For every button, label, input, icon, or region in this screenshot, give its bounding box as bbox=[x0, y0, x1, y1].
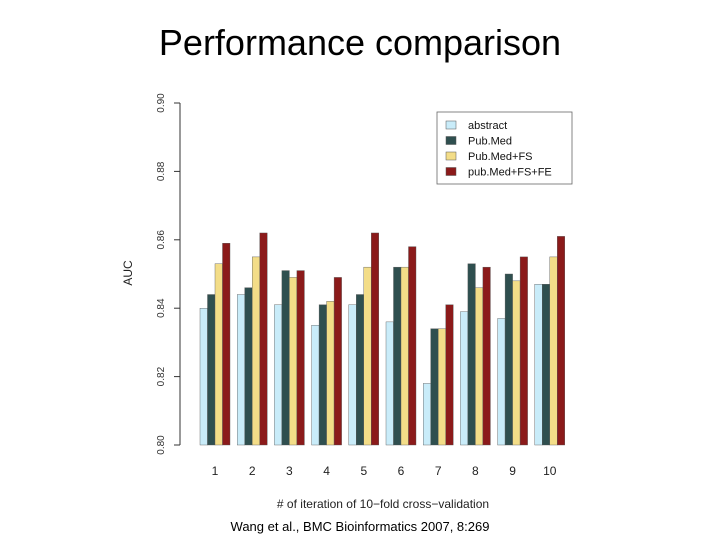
bar-pub-med-fs-5 bbox=[363, 266, 372, 446]
bar-pub-med-fs-fe-2 bbox=[259, 232, 268, 446]
bar-abstract-5 bbox=[348, 304, 357, 446]
bar-pub-med-9 bbox=[504, 273, 513, 446]
y-tick-label: 0.86 bbox=[156, 230, 167, 250]
x-axis-title: # of iteration of 10−fold cross−validati… bbox=[277, 497, 489, 511]
legend-swatch bbox=[445, 136, 457, 145]
bar-pub-med-fs-4 bbox=[326, 301, 335, 446]
bar-pub-med-fs-fe-5 bbox=[371, 232, 379, 446]
x-category-label: 2 bbox=[249, 464, 256, 478]
x-category-label: 5 bbox=[360, 464, 367, 478]
bar-pub-med-fs-fe-8 bbox=[482, 266, 491, 446]
bar-pub-med-7 bbox=[430, 328, 439, 446]
legend-swatch bbox=[445, 120, 457, 130]
bar-abstract-6 bbox=[385, 321, 394, 446]
bar-abstract-9 bbox=[497, 318, 506, 446]
y-tick-label: 0.90 bbox=[156, 93, 167, 113]
bar-pub-med-fs-9 bbox=[512, 280, 521, 446]
legend-label: Pub.Med bbox=[468, 136, 512, 148]
x-category-label: 3 bbox=[286, 464, 293, 478]
legend-label: pub.Med+FS+FE bbox=[468, 167, 552, 179]
bar-pub-med-fs-fe-6 bbox=[408, 246, 417, 446]
x-category-label: 10 bbox=[543, 464, 557, 478]
bar-pub-med-4 bbox=[318, 304, 327, 446]
legend-box bbox=[436, 111, 573, 185]
y-tick-label: 0.88 bbox=[156, 161, 167, 181]
bar-pub-med-fs-7 bbox=[438, 328, 446, 446]
slide-title: Performance comparison bbox=[158, 22, 562, 63]
bar-pub-med-fs-fe-4 bbox=[333, 277, 342, 446]
legend-label: Pub.Med+FS bbox=[468, 151, 533, 163]
x-category-label: 6 bbox=[398, 464, 405, 478]
bars bbox=[199, 232, 565, 446]
x-category-label: 8 bbox=[472, 464, 479, 478]
bar-abstract-1 bbox=[199, 308, 208, 446]
bar-pub-med-fs-10 bbox=[549, 256, 558, 446]
bar-abstract-2 bbox=[236, 294, 245, 446]
x-category-labels: 1 2 3 4 5 6 7 8 9 10 bbox=[212, 464, 557, 478]
y-tick-label: 0.80 bbox=[156, 435, 167, 455]
bar-pub-med-fs-fe-7 bbox=[445, 304, 454, 446]
bar-pub-med-fs-6 bbox=[400, 266, 409, 446]
y-tick-label: 0.82 bbox=[156, 366, 167, 386]
x-category-label: 4 bbox=[323, 464, 330, 478]
bar-pub-med-1 bbox=[207, 294, 216, 446]
bar-pub-med-2 bbox=[244, 287, 253, 446]
bar-pub-med-fs-fe-3 bbox=[296, 270, 305, 446]
bar-pub-med-fs-fe-9 bbox=[519, 256, 528, 446]
bar-pub-med-6 bbox=[393, 266, 402, 446]
bar-pub-med-fs-8 bbox=[475, 287, 484, 446]
bar-abstract-8 bbox=[460, 311, 469, 446]
bar-pub-med-8 bbox=[467, 263, 476, 446]
legend-swatch bbox=[445, 167, 457, 176]
bar-pub-med-10 bbox=[542, 284, 550, 446]
y-axis: 0.80 0.82 0.84 0.86 0.88 0.90 bbox=[156, 93, 181, 455]
legend-swatch bbox=[445, 151, 457, 161]
legend-label: abstract bbox=[468, 120, 507, 132]
bar-pub-med-3 bbox=[281, 270, 290, 446]
x-category-label: 1 bbox=[212, 464, 219, 478]
legend: abstract Pub.Med Pub.Med+FS pub.Med+FS+FE bbox=[436, 111, 573, 185]
bar-pub-med-fs-fe-1 bbox=[222, 243, 231, 446]
bar-abstract-10 bbox=[534, 284, 543, 446]
bar-abstract-3 bbox=[274, 304, 283, 446]
y-axis-title: AUC bbox=[121, 260, 135, 286]
x-category-label: 9 bbox=[509, 464, 516, 478]
bar-abstract-7 bbox=[423, 383, 431, 446]
bar-pub-med-5 bbox=[356, 294, 364, 446]
x-category-label: 7 bbox=[435, 464, 442, 478]
bar-abstract-4 bbox=[311, 325, 320, 446]
bar-pub-med-fs-fe-10 bbox=[557, 236, 565, 446]
bar-pub-med-fs-2 bbox=[251, 256, 260, 446]
citation: Wang et al., BMC Bioinformatics 2007, 8:… bbox=[230, 519, 490, 534]
y-tick-label: 0.84 bbox=[156, 298, 167, 318]
bar-pub-med-fs-3 bbox=[289, 277, 298, 446]
bar-pub-med-fs-1 bbox=[214, 263, 223, 446]
